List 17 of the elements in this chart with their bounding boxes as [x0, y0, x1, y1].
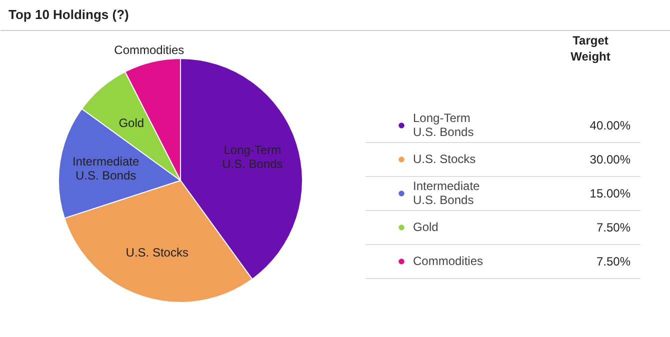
text: Target Weight	[570, 34, 610, 64]
slice-label: Commodities	[114, 43, 184, 58]
legend-label: U.S. Stocks	[413, 151, 476, 168]
text: 15.00%	[590, 186, 631, 200]
text: 7.50%	[596, 254, 631, 268]
legend-label: Gold	[413, 219, 438, 236]
slice-label: Gold	[118, 116, 144, 130]
slice-label: Long-Term U.S. Bonds	[222, 143, 283, 172]
text: 7.50%	[596, 220, 631, 234]
legend-label: Long-Term U.S. Bonds	[413, 110, 474, 140]
slice-label: Intermediate U.S. Bonds	[72, 154, 140, 183]
slice-label: U.S. Stocks	[126, 245, 188, 260]
legend-label: Intermediate U.S. Bonds	[413, 178, 480, 208]
legend-label: Commodities	[413, 253, 484, 270]
text: 30.00%	[590, 152, 631, 166]
chart-title: Top 10 Holdings (?)	[8, 7, 129, 22]
text: 40.00%	[590, 118, 631, 132]
